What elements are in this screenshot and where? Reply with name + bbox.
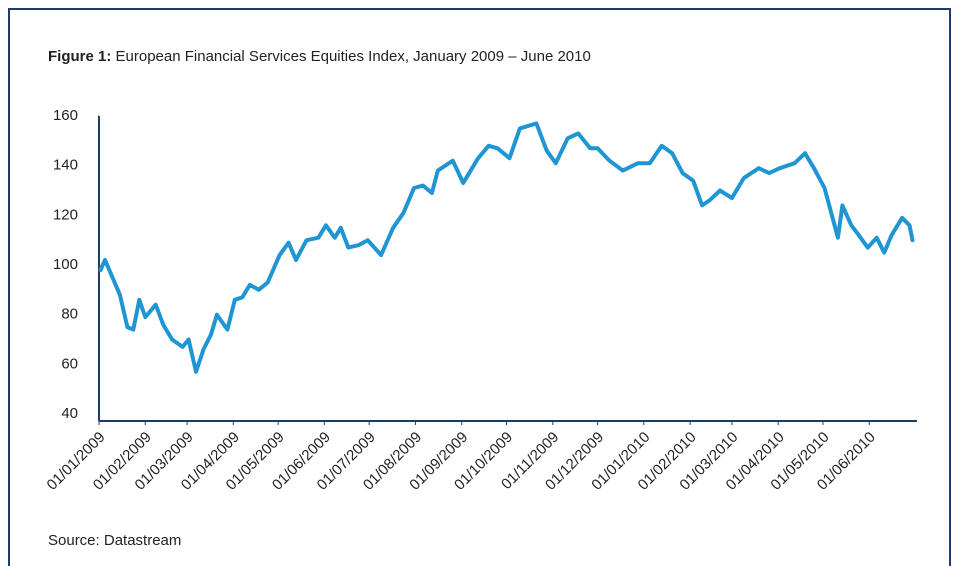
- y-tick-label: 80: [61, 306, 78, 323]
- chart-title: Figure 1: European Financial Services Eq…: [48, 48, 591, 65]
- title-label: Figure 1:: [48, 48, 111, 65]
- y-tick-label: 60: [61, 355, 78, 372]
- y-tick-label: 120: [53, 206, 78, 223]
- frame: [8, 8, 951, 566]
- title-text: European Financial Services Equities Ind…: [116, 48, 591, 65]
- y-tick-label: 40: [61, 405, 78, 422]
- source: Source: Datastream: [48, 532, 181, 549]
- y-tick-label: 140: [53, 157, 78, 174]
- line-series: [98, 121, 915, 374]
- y-tick-label: 100: [53, 256, 78, 273]
- y-tick-label: 160: [53, 107, 78, 124]
